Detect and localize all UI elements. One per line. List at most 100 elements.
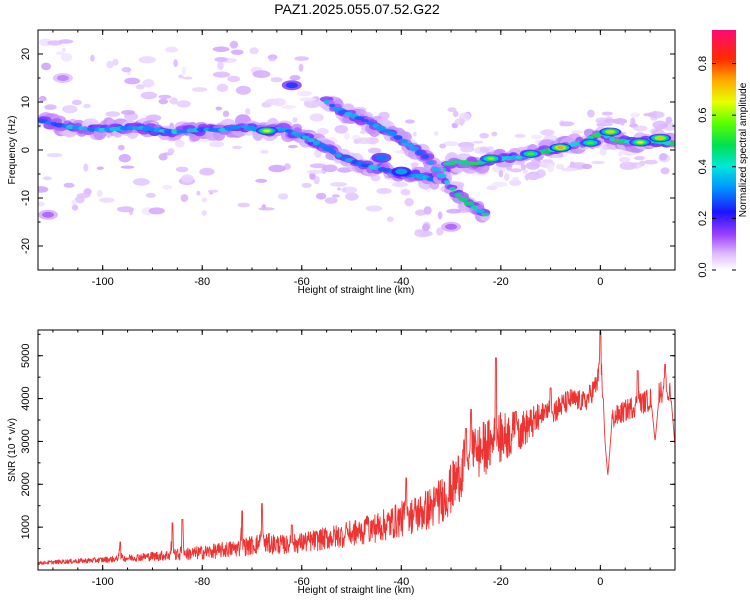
spectrogram-secondary-ridge-core bbox=[365, 121, 375, 125]
spectrogram-noise-cell bbox=[630, 117, 636, 127]
spectrogram-noise-cell bbox=[169, 97, 178, 105]
spectrogram-noise-cell bbox=[71, 199, 77, 206]
spectrogram-ytick-label: -10 bbox=[20, 190, 32, 206]
spectrogram-secondary-ridge-core bbox=[409, 146, 419, 151]
spectrogram-noise-cell bbox=[314, 149, 322, 158]
spectrogram-noise-cell bbox=[309, 113, 324, 122]
spectrogram-noise-cell bbox=[410, 162, 419, 167]
spectrogram-secondary-ridge-core bbox=[475, 208, 485, 214]
spectrogram-noise-cell bbox=[255, 178, 268, 183]
spectrogram-noise-cell bbox=[571, 130, 584, 134]
spectrogram-noise-cell bbox=[132, 178, 150, 186]
spectrogram-peak bbox=[487, 157, 495, 160]
spectrogram-feature bbox=[445, 223, 458, 230]
spectrogram-secondary-ridge-core bbox=[387, 131, 397, 137]
spectrogram-noise-cell bbox=[117, 144, 125, 151]
spectrogram-noise-cell bbox=[344, 132, 350, 140]
spectrogram-noise-cell bbox=[90, 54, 95, 62]
snr-ytick-label: 4000 bbox=[20, 386, 32, 410]
spectrogram-noise-cell bbox=[512, 176, 520, 181]
spectrogram-noise-cell bbox=[124, 77, 141, 85]
spectrogram-noise-cell bbox=[479, 146, 490, 153]
spectrogram-noise-cell bbox=[83, 103, 91, 109]
spectrogram-main-ridge-core bbox=[307, 138, 315, 143]
spectrogram-noise-cell bbox=[591, 160, 605, 165]
spectrogram-xtick-label: -20 bbox=[493, 276, 509, 288]
spectrogram-noise-cell bbox=[292, 117, 298, 123]
spectrogram-secondary-ridge-core bbox=[448, 187, 457, 191]
spectrogram-noise-cell bbox=[38, 201, 45, 207]
spectrogram-noise-cell bbox=[309, 163, 327, 169]
spectrogram-noise-cell bbox=[277, 193, 289, 200]
spectrogram-secondary-ridge-core bbox=[404, 142, 414, 147]
spectrogram-secondary-ridge-core bbox=[427, 160, 435, 165]
spectrogram-noise-cell bbox=[345, 192, 359, 201]
spectrogram-noise-cell bbox=[619, 161, 637, 171]
spectrogram-noise-cell bbox=[433, 131, 439, 136]
spectrogram-noise-cell bbox=[454, 118, 466, 125]
colorbar-gradient bbox=[712, 30, 736, 270]
spectrogram-noise-cell bbox=[472, 140, 484, 144]
spectrogram-peak bbox=[263, 129, 271, 133]
spectrogram-noise-cell bbox=[55, 51, 64, 55]
spectrogram-noise-cell bbox=[180, 194, 189, 203]
spectrogram-noise-cell bbox=[173, 59, 178, 67]
spectrogram-noise-cell bbox=[665, 116, 673, 124]
spectrogram-noise-cell bbox=[654, 125, 664, 130]
spectrogram-noise-cell bbox=[217, 61, 224, 71]
spectrogram-secondary-ridge-core bbox=[382, 129, 392, 133]
spectrogram-xtick-label: -80 bbox=[194, 276, 210, 288]
spectrogram-noise-cell bbox=[294, 56, 310, 61]
spectrogram-peak bbox=[656, 136, 664, 140]
spectrogram-noise-cell bbox=[245, 108, 251, 115]
spectrogram-noise-cell bbox=[207, 189, 219, 193]
snr-ytick-label: 1000 bbox=[20, 515, 32, 539]
spectrogram-noise-cell bbox=[196, 190, 201, 196]
spectrogram-noise-cell bbox=[309, 172, 316, 180]
spectrogram-noise-cell bbox=[267, 54, 278, 60]
spectrogram-feature bbox=[375, 154, 388, 161]
spectrogram-noise-cell bbox=[316, 192, 327, 200]
spectrogram-noise-cell bbox=[587, 109, 595, 118]
spectrogram-noise-cell bbox=[447, 107, 457, 113]
spectrogram-noise-cell bbox=[270, 77, 283, 83]
spectrogram-noise-cell bbox=[337, 167, 353, 173]
spectrogram-noise-cell bbox=[423, 206, 432, 215]
spectrogram-secondary-ridge-core bbox=[458, 196, 469, 202]
spectrogram-noise-cell bbox=[135, 84, 145, 90]
spectrogram-noise-cell bbox=[72, 204, 79, 211]
spectrogram-noise-cell bbox=[297, 90, 312, 97]
spectrogram-noise-cell bbox=[556, 163, 565, 170]
spectrogram-noise-cell bbox=[540, 129, 555, 136]
spectrogram-noise-cell bbox=[414, 229, 431, 238]
spectrogram-main-ridge-core bbox=[44, 120, 53, 125]
spectrogram-noise-cell bbox=[83, 163, 89, 172]
spectrogram-noise-cell bbox=[96, 189, 103, 198]
spectrogram-peak bbox=[586, 141, 594, 145]
spectrogram-feature bbox=[42, 211, 54, 218]
spectrogram-main-ridge-core bbox=[301, 135, 310, 140]
spectrogram-ytick-label: 20 bbox=[20, 48, 32, 60]
spectrogram-noise-cell bbox=[337, 187, 341, 191]
spectrogram-noise-cell bbox=[581, 163, 593, 170]
spectrogram-main-ridge-core bbox=[510, 155, 518, 161]
spectrogram-noise-cell bbox=[76, 193, 91, 199]
spectrogram-noise-cell bbox=[341, 186, 358, 194]
spectrogram-noise-cell bbox=[386, 216, 394, 222]
spectrogram-noise-cell bbox=[559, 121, 575, 127]
spectrogram-noise-cell bbox=[547, 163, 555, 173]
spectrogram-noise-cell bbox=[47, 40, 63, 46]
spectrogram-noise-cell bbox=[214, 57, 228, 62]
spectrogram-noise-cell bbox=[436, 227, 444, 236]
spectrogram-secondary-ridge-core bbox=[463, 201, 475, 206]
spectrogram-noise-cell bbox=[301, 182, 312, 188]
spectrogram-noise-cell bbox=[332, 194, 340, 198]
spectrogram-ytick-label: 10 bbox=[20, 96, 32, 108]
spectrogram-noise-cell bbox=[630, 112, 640, 118]
spectrogram-noise-cell bbox=[643, 112, 655, 117]
snr-xtick-label: -20 bbox=[493, 576, 509, 588]
spectrogram-noise-cell bbox=[120, 165, 135, 169]
spectrogram-main-ridge-core bbox=[335, 153, 342, 158]
